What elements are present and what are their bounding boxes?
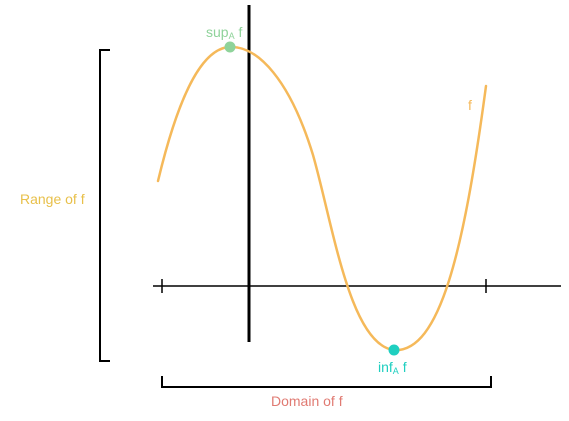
inf-label: infA f [378, 359, 407, 376]
inf-point [388, 344, 400, 356]
sup-point [224, 41, 236, 53]
range-label: Range of f [20, 191, 85, 207]
sup-label: supA f [206, 24, 242, 41]
domain-label: Domain of f [271, 393, 343, 409]
function-curve [156, 45, 488, 352]
curve-label: f [468, 97, 472, 113]
range-bracket [99, 49, 110, 362]
domain-bracket [161, 376, 492, 388]
